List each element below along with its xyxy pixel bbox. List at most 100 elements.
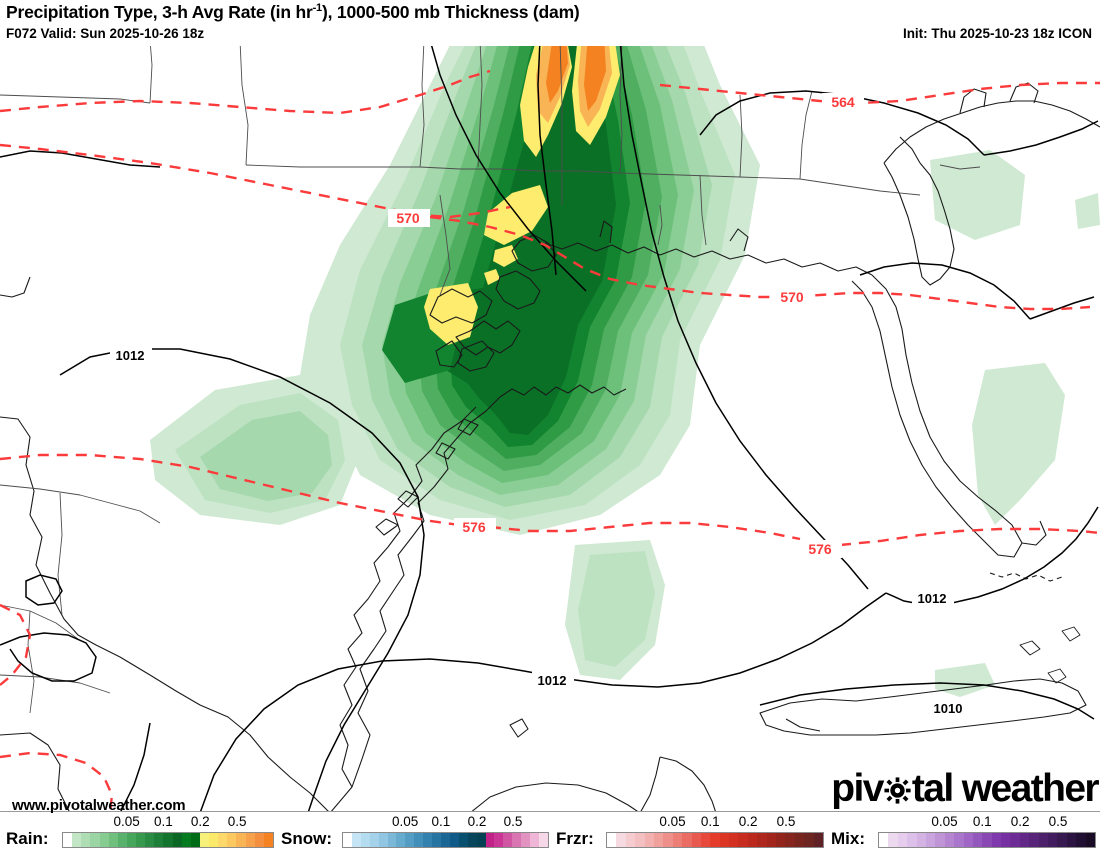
- precip-rain-field: [150, 45, 1100, 697]
- contour-label-564: 564: [831, 94, 855, 110]
- legend-tick-label: 0.05: [659, 814, 686, 829]
- legend-ticks-frzr: 0.05 0.1 0.2 0.5: [606, 814, 824, 832]
- map-canvas[interactable]: 564 570 570 576 576 1012 1012 1012 1010: [0, 44, 1100, 812]
- legend-swatch: [63, 833, 73, 847]
- legend-group-frzr: Frzr: 0.05 0.1 0.2 0.5: [556, 814, 824, 850]
- contour-label-1012-c: 1012: [538, 673, 567, 688]
- legend-swatch: [485, 833, 495, 847]
- legend-swatch: [653, 833, 664, 847]
- page-title-tail: ), 1000-500 mb Thickness (dam): [321, 2, 580, 22]
- legend-swatch: [117, 833, 127, 847]
- legend-swatch: [503, 833, 513, 847]
- legend-swatch: [458, 833, 468, 847]
- legend-swatch: [209, 833, 219, 847]
- legend-swatch: [521, 833, 531, 847]
- legend-swatch: [154, 833, 164, 847]
- legend-swatch: [719, 833, 730, 847]
- legend-group-snow: Snow: 0.05 0.1 0.2 0.5: [281, 814, 549, 850]
- legend-bar: Rain: 0.05 0.1 0.2 0.5 Snow: 0.05 0.1 0.2 0.5 …: [0, 814, 1100, 850]
- legend-swatch: [944, 833, 955, 847]
- legend-swatch: [776, 833, 786, 847]
- legend-swatch: [145, 833, 155, 847]
- legend-swatch: [607, 833, 617, 847]
- legend-swatch: [757, 833, 767, 847]
- contour-label-1010: 1010: [934, 701, 963, 716]
- legend-ticks-mix: 0.05 0.1 0.2 0.5: [878, 814, 1096, 832]
- legend-swatch: [414, 833, 424, 847]
- legend-tick-label: 0.05: [391, 814, 419, 829]
- legend-swatch: [360, 833, 370, 847]
- legend-colorbar-frzr[interactable]: [606, 832, 824, 848]
- legend-ticks-rain: 0.05 0.1 0.2 0.5: [62, 814, 274, 832]
- legend-swatch: [218, 833, 228, 847]
- legend-swatch: [710, 833, 720, 847]
- legend-tick-label: 0.05: [113, 814, 140, 829]
- map-graphic: 564 570 570 576 576 1012 1012 1012 1010: [0, 45, 1100, 811]
- legend-swatch: [972, 833, 983, 847]
- legend-swatch: [916, 833, 926, 847]
- legend-tick-label: 0.1: [431, 814, 451, 829]
- legend-swatch: [982, 833, 992, 847]
- legend-swatch: [449, 833, 459, 847]
- logo-text-post: tal weather: [911, 767, 1100, 810]
- legend-tick-label: 0.2: [190, 814, 210, 829]
- legend-swatch: [1019, 833, 1030, 847]
- contour-label-1012-a: 1012: [116, 348, 145, 363]
- legend-swatch: [72, 833, 82, 847]
- legend-swatch: [163, 833, 173, 847]
- legend-colorbar-mix[interactable]: [878, 832, 1096, 848]
- page-title-main: Precipitation Type, 3-h Avg Rate (in hr: [6, 2, 313, 22]
- legend-swatch: [369, 833, 379, 847]
- site-url-watermark: www.pivotalweather.com: [12, 797, 186, 814]
- legend-swatch: [672, 833, 683, 847]
- legend-tick-label: 0.2: [467, 814, 487, 829]
- legend-swatch: [625, 833, 636, 847]
- legend-swatch: [245, 833, 255, 847]
- legend-tick-label: 0.5: [1048, 814, 1068, 829]
- legend-swatch: [1076, 833, 1086, 847]
- legend-swatch: [897, 833, 908, 847]
- legend-swatch: [700, 833, 711, 847]
- legend-swatch: [254, 833, 264, 847]
- legend-swatch: [991, 833, 1002, 847]
- legend-swatch: [935, 833, 945, 847]
- legend-swatch: [467, 833, 477, 847]
- contour-label-570-b: 570: [780, 289, 804, 305]
- legend-tick-label: 0.05: [931, 814, 958, 829]
- thickness-label-masks: [388, 93, 864, 558]
- legend-swatch: [682, 833, 692, 847]
- legend-swatch: [635, 833, 645, 847]
- legend-tick-label: 0.1: [972, 814, 992, 829]
- contour-labels: 564 570 570 576 576 1012 1012 1012 1010: [116, 94, 963, 716]
- legend-colorbar-rain[interactable]: [62, 832, 274, 848]
- legend-colorbar-snow[interactable]: [342, 832, 549, 848]
- legend-swatch: [99, 833, 109, 847]
- thickness-contours: [0, 69, 1100, 811]
- legend-swatch: [1001, 833, 1011, 847]
- contour-label-570-a: 570: [396, 210, 420, 226]
- legend-tick-label: 0.1: [153, 814, 173, 829]
- legend-swatch: [879, 833, 889, 847]
- sun-icon: [884, 769, 911, 804]
- legend-swatch: [888, 833, 898, 847]
- legend-label-mix: Mix:: [831, 829, 865, 848]
- legend-tick-label: 0.2: [1010, 814, 1030, 829]
- legend-group-rain: Rain: 0.05 0.1 0.2 0.5: [6, 814, 274, 850]
- legend-swatch: [90, 833, 100, 847]
- legend-swatch: [785, 833, 795, 847]
- legend-swatch: [1048, 833, 1058, 847]
- legend-swatch: [440, 833, 450, 847]
- legend-swatch: [1085, 833, 1095, 847]
- legend-swatch: [963, 833, 973, 847]
- legend-swatch: [396, 833, 406, 847]
- geography-outlines: [0, 45, 1100, 811]
- legend-swatch: [81, 833, 91, 847]
- legend-swatch: [804, 833, 814, 847]
- legend-swatch: [616, 833, 626, 847]
- legend-swatch: [263, 833, 273, 847]
- legend-swatch: [199, 833, 209, 847]
- legend-swatch: [343, 833, 352, 847]
- legend-swatch: [136, 833, 146, 847]
- legend-tick-label: 0.5: [227, 814, 247, 829]
